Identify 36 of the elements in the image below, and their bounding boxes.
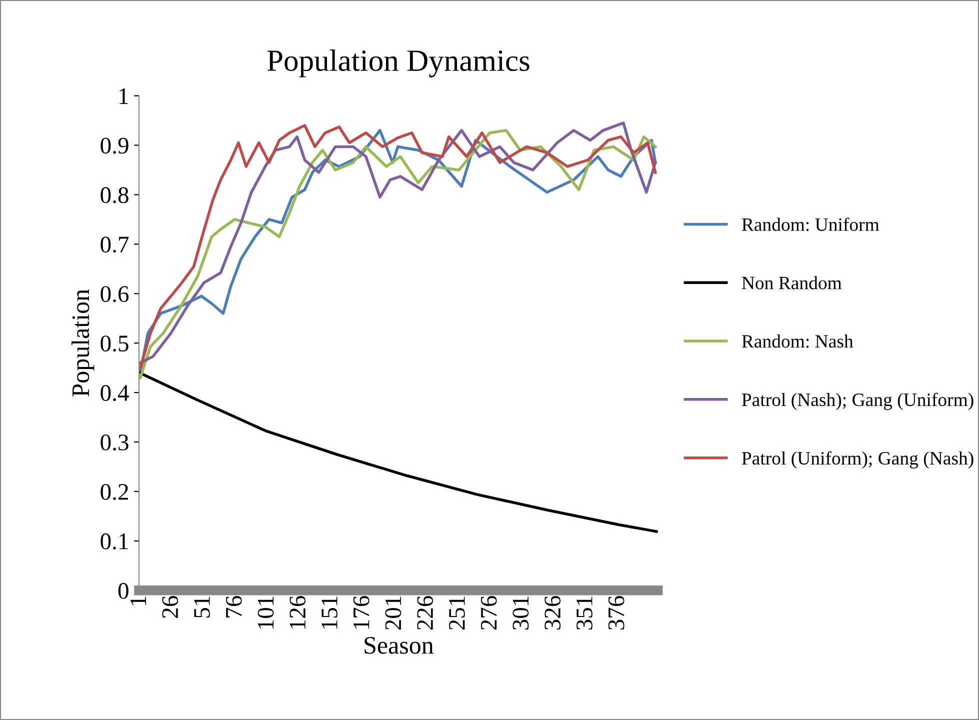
legend-label: Patrol (Nash); Gang (Uniform) (742, 392, 974, 410)
x-tick-label: 376 (608, 596, 624, 630)
y-tick-label: 1 (120, 88, 128, 104)
line-series (139, 371, 658, 533)
x-tick-label: 101 (258, 596, 274, 629)
y-tick-label: 0.9 (100, 138, 128, 154)
x-tick-label: 26 (162, 596, 178, 618)
chart-title: Population Dynamics (267, 50, 530, 78)
y-tick-label: 0.3 (100, 434, 128, 451)
x-tick-label: 76 (226, 596, 242, 618)
x-tick-label: 151 (322, 596, 338, 629)
x-tick-label: 51 (194, 596, 210, 618)
legend-label: Non Random (742, 276, 842, 290)
x-tick-label: 1 (130, 596, 146, 605)
legend-label: Random: Uniform (742, 218, 880, 232)
x-tick-label: 201 (385, 596, 402, 630)
legend-label: Random: Nash (742, 334, 854, 348)
y-tick-label: 0.6 (100, 286, 129, 302)
x-tick-label: 251 (449, 596, 465, 630)
x-tick-label: 126 (290, 596, 306, 629)
y-tick-label: 0.7 (100, 236, 129, 253)
x-axis-title: Season (364, 637, 434, 654)
x-tick-label: 301 (512, 596, 529, 630)
y-tick-label: 0.4 (100, 385, 129, 402)
x-tick-label: 351 (576, 596, 592, 630)
y-axis-title: Population (72, 289, 94, 397)
legend-label: Patrol (Uniform); Gang (Nash) (742, 451, 974, 469)
x-tick-label: 226 (417, 596, 434, 630)
x-tick-label: 326 (544, 596, 561, 630)
y-tick-label: 0.2 (100, 484, 128, 500)
y-tick-label: 0.1 (100, 533, 128, 550)
x-tick-label: 276 (480, 596, 497, 630)
y-tick-label: 0 (118, 582, 128, 599)
x-tick-label: 176 (353, 596, 370, 629)
y-tick-label: 0.8 (100, 187, 128, 204)
y-tick-label: 0.5 (100, 336, 128, 352)
